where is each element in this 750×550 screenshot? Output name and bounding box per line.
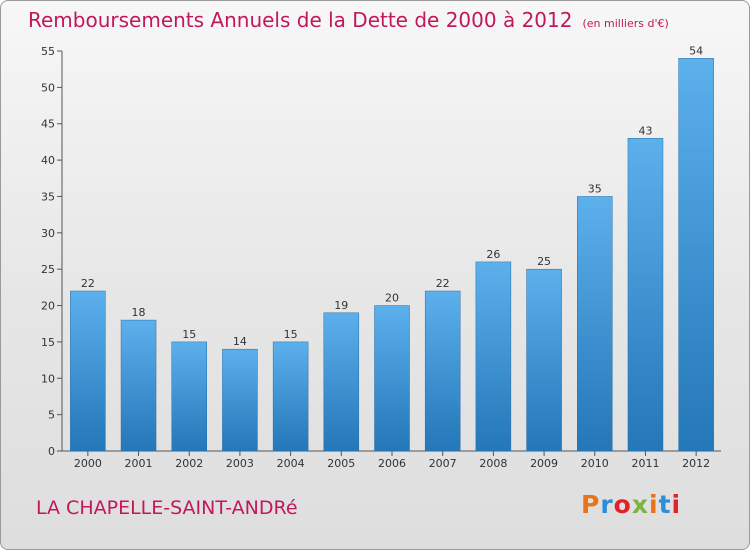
bar-value-label: 25 [537,255,551,268]
x-tick-label: 2001 [125,457,153,470]
bar-2011[interactable] [627,138,664,452]
logo-letter: P [581,490,601,519]
y-tick-label: 30 [41,227,55,240]
bar-value-label: 19 [334,299,348,312]
y-tick-label: 50 [41,81,55,94]
logo-letter: o [613,490,632,519]
x-tick-label: 2010 [581,457,609,470]
bar-2001[interactable] [120,319,157,452]
bar-value-label: 18 [132,306,146,319]
x-tick-label: 2011 [631,457,659,470]
bar-2010[interactable] [577,196,613,452]
bar-2012[interactable] [678,58,714,452]
x-tick-label: 2004 [277,457,305,470]
bar-2002[interactable] [171,341,207,452]
logo-letter: r [600,490,614,519]
y-tick-label: 55 [41,45,55,58]
bar-2007[interactable] [424,290,461,452]
chart-title-text: Remboursements Annuels de la Dette de 20… [28,8,573,32]
y-tick-label: 10 [41,372,55,385]
bar-value-label: 22 [81,277,95,290]
logo-letter: i [671,490,682,519]
y-tick-label: 5 [48,409,55,422]
bar-value-label: 26 [486,248,500,261]
x-tick-label: 2002 [175,457,203,470]
x-tick-label: 2008 [479,457,507,470]
proxiti-logo[interactable]: Proxiti [581,490,681,519]
bar-value-label: 14 [233,335,247,348]
x-tick-label: 2005 [327,457,355,470]
logo-letter: t [658,490,672,519]
bar-value-label: 15 [182,328,196,341]
y-tick-label: 25 [41,263,55,276]
logo-letter: x [631,490,649,519]
bar-2003[interactable] [222,348,258,452]
bar-value-label: 54 [689,44,703,57]
y-tick-label: 40 [41,154,55,167]
x-tick-label: 2007 [429,457,457,470]
x-tick-label: 2000 [74,457,102,470]
chart-title: Remboursements Annuels de la Dette de 20… [28,8,669,32]
y-tick-label: 45 [41,118,55,131]
bar-value-label: 43 [638,124,652,137]
bar-2008[interactable] [475,261,512,452]
x-tick-label: 2006 [378,457,406,470]
bar-2005[interactable] [323,312,360,452]
commune-name: LA CHAPELLE-SAINT-ANDRé [36,497,298,519]
bar-2006[interactable] [374,305,410,452]
bar-2004[interactable] [272,341,309,452]
x-tick-label: 2009 [530,457,558,470]
y-tick-label: 20 [41,300,55,313]
x-tick-label: 2003 [226,457,254,470]
y-tick-label: 0 [48,445,55,458]
chart-subtitle: (en milliers d'€) [582,17,669,30]
bar-value-label: 22 [436,277,450,290]
x-tick-label: 2012 [682,457,710,470]
bar-value-label: 35 [588,182,602,195]
bar-value-label: 15 [284,328,298,341]
bar-2009[interactable] [526,268,562,452]
y-tick-label: 15 [41,336,55,349]
bar-value-label: 20 [385,292,399,305]
y-tick-label: 35 [41,190,55,203]
bar-2000[interactable] [70,290,106,452]
logo-letter: i [649,490,659,519]
